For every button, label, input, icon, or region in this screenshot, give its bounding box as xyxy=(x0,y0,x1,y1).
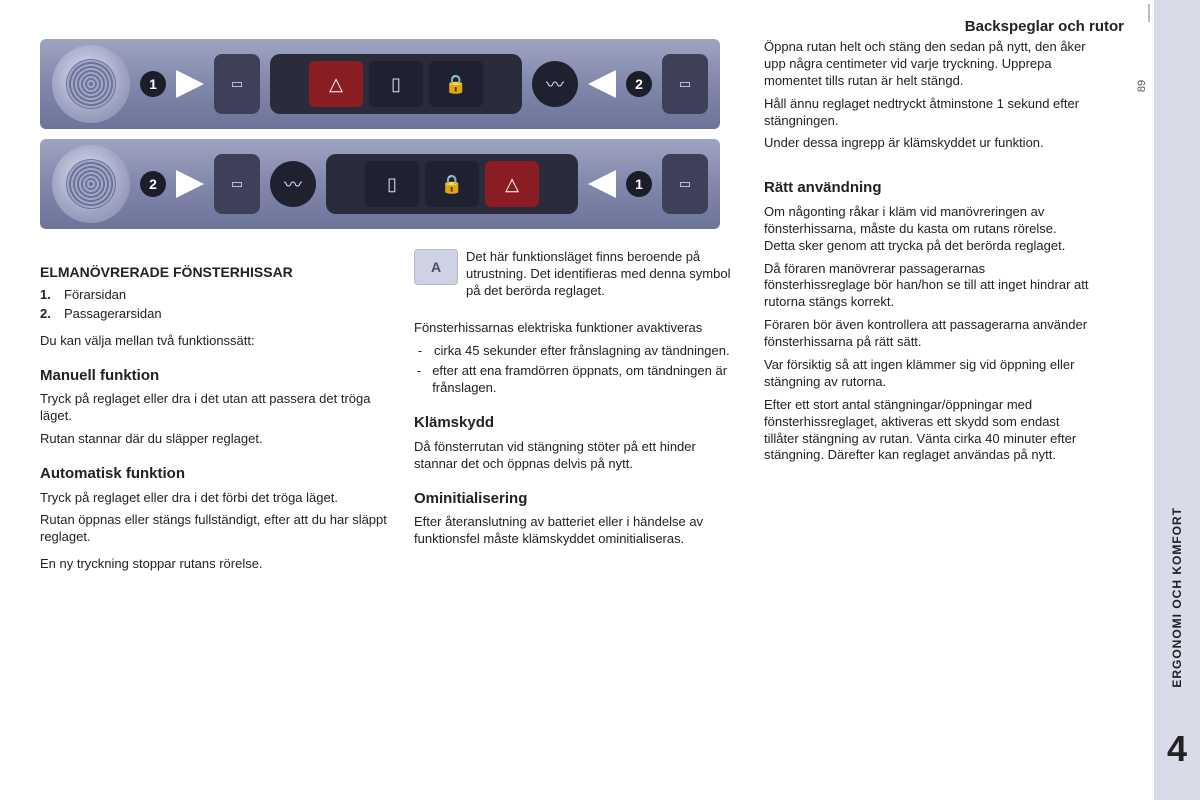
subheading-reinit: Ominitialisering xyxy=(414,489,740,509)
bullet-dash: - xyxy=(414,363,424,397)
center-button-cluster: △ ▯ 🔒 xyxy=(270,54,522,114)
auto-mode-symbol-icon: A xyxy=(414,249,458,285)
list-number: 2. xyxy=(40,306,58,323)
lighter-socket-icon: 〰 xyxy=(532,61,578,107)
subheading-pinch: Klämskydd xyxy=(414,413,740,433)
body-text: Var försiktig så att ingen klämmer sig v… xyxy=(764,357,1090,391)
callout-badge: 1 xyxy=(626,171,652,197)
dashboard-illustrations: 1 ▭ △ ▯ 🔒 〰 2 ▭ xyxy=(40,39,720,229)
lock-button-icon: 🔒 xyxy=(429,61,483,107)
speaker-icon xyxy=(52,145,130,223)
icon-label: A xyxy=(431,258,441,276)
arrow-left-icon xyxy=(588,170,616,198)
list-number: 1. xyxy=(40,287,58,304)
chapter-tab: ERGONOMI OCH KOMFORT 4 xyxy=(1154,0,1200,800)
body-text: Fönsterhissarnas elektriska funktioner a… xyxy=(414,320,740,337)
section-heading-main: ELMANÖVRERADE FÖNSTERHISSAR xyxy=(40,263,390,281)
body-text: Tryck på reglaget eller dra i det utan a… xyxy=(40,391,390,425)
hazard-button-icon: △ xyxy=(485,161,539,207)
list-item: 2. Passagerarsidan xyxy=(40,306,390,323)
body-text: Efter återanslutning av batteriet eller … xyxy=(414,514,740,548)
bullet-text: efter att ena framdörren öppnats, om tän… xyxy=(432,363,740,397)
subheading-auto: Automatisk funktion xyxy=(40,464,390,484)
body-text: Öppna rutan helt och stäng den sedan på … xyxy=(764,39,1090,90)
body-text: Du kan välja mellan två funktionssätt: xyxy=(40,333,390,350)
callout-badge: 2 xyxy=(140,171,166,197)
window-rocker-icon: ▭ xyxy=(662,54,708,114)
callout-badge: 2 xyxy=(626,71,652,97)
lock-button-icon: 🔒 xyxy=(425,161,479,207)
window-rocker-icon: ▭ xyxy=(214,54,260,114)
defrost-button-icon: ▯ xyxy=(365,161,419,207)
chapter-number: 4 xyxy=(1167,728,1187,770)
header-rule xyxy=(1148,4,1150,22)
body-text: Om någonting råkar i kläm vid manövrerin… xyxy=(764,204,1090,255)
body-text: Då föraren manövrerar passagerarnas föns… xyxy=(764,261,1090,312)
body-text: Håll ännu reglaget nedtryckt åtminstone … xyxy=(764,96,1090,130)
page-number: 89 xyxy=(1136,80,1148,92)
list-text: Passagerarsidan xyxy=(64,306,162,323)
bullet-item: - cirka 45 sekunder efter frånslagning a… xyxy=(414,343,740,360)
body-text: Föraren bör även kontrollera att passage… xyxy=(764,317,1090,351)
page-header-title: Backspeglar och rutor xyxy=(40,18,1134,35)
window-rocker-icon: ▭ xyxy=(214,154,260,214)
body-text: Rutan öppnas eller stängs fullständigt, … xyxy=(40,512,390,546)
subheading-usage: Rätt användning xyxy=(764,178,1090,198)
list-text: Förarsidan xyxy=(64,287,126,304)
column-middle: A Det här funktionsläget finns beroende … xyxy=(414,249,740,579)
body-text: Tryck på reglaget eller dra i det förbi … xyxy=(40,490,390,507)
body-text: Då fönsterrutan vid stängning stöter på … xyxy=(414,439,740,473)
arrow-right-icon xyxy=(176,70,204,98)
lighter-socket-icon: 〰 xyxy=(270,161,316,207)
hazard-button-icon: △ xyxy=(309,61,363,107)
defrost-button-icon: ▯ xyxy=(369,61,423,107)
column-left: ELMANÖVRERADE FÖNSTERHISSAR 1. Förarsida… xyxy=(40,249,390,579)
body-text: En ny tryckning stoppar rutans rörelse. xyxy=(40,556,390,573)
arrow-left-icon xyxy=(588,70,616,98)
arrow-right-icon xyxy=(176,170,204,198)
body-text: Efter ett stort antal stängningar/öppnin… xyxy=(764,397,1090,465)
window-rocker-icon: ▭ xyxy=(662,154,708,214)
body-text: Under dessa ingrepp är klämskyddet ur fu… xyxy=(764,135,1090,152)
callout-badge: 1 xyxy=(140,71,166,97)
chapter-tab-label: ERGONOMI OCH KOMFORT xyxy=(1170,507,1184,688)
dashboard-row-bottom: 2 ▭ 〰 ▯ 🔒 △ 1 ▭ xyxy=(40,139,720,229)
bullet-item: - efter att ena framdörren öppnats, om t… xyxy=(414,363,740,397)
bullet-text: cirka 45 sekunder efter frånslagning av … xyxy=(434,343,730,360)
column-right: Öppna rutan helt och stäng den sedan på … xyxy=(760,39,1090,579)
speaker-icon xyxy=(52,45,130,123)
list-item: 1. Förarsidan xyxy=(40,287,390,304)
bullet-dash: - xyxy=(414,343,426,360)
dashboard-row-top: 1 ▭ △ ▯ 🔒 〰 2 ▭ xyxy=(40,39,720,129)
center-button-cluster: ▯ 🔒 △ xyxy=(326,154,578,214)
body-text: Rutan stannar där du släpper reglaget. xyxy=(40,431,390,448)
subheading-manual: Manuell funktion xyxy=(40,366,390,386)
note-text: Det här funktionsläget finns beroende på… xyxy=(414,249,740,300)
